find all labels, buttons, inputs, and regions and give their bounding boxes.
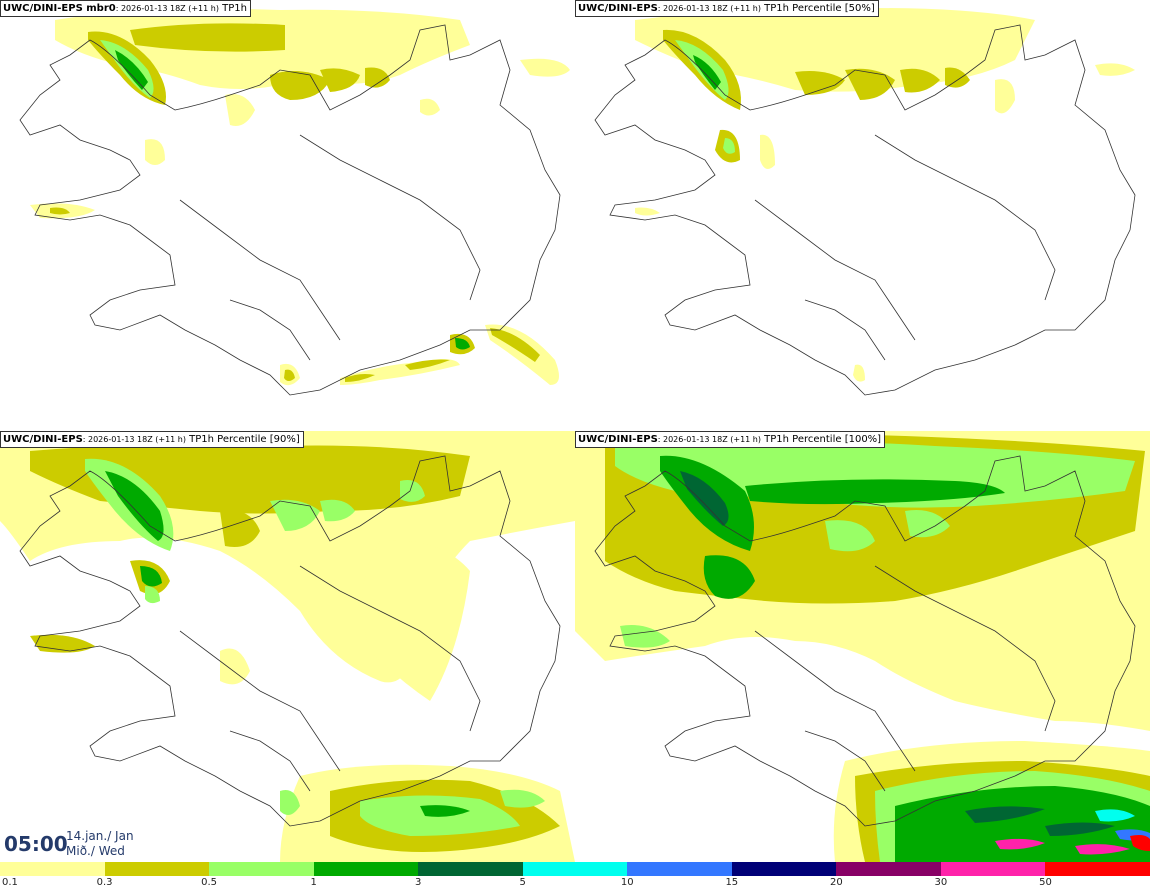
model-label: UWC/DINI-EPS — [3, 434, 83, 445]
colorbar-segment — [1045, 862, 1150, 876]
precip-field — [30, 8, 570, 386]
coastline-iceland — [594, 24, 1136, 396]
colorbar-tick-label: 10 — [620, 877, 634, 888]
run-date: : 2026-01-13 18Z (+11 h) — [657, 4, 761, 13]
precip-field — [0, 431, 575, 862]
colorbar-tick-label: 20 — [829, 877, 843, 888]
colorbar-tick-label: 3 — [414, 877, 422, 888]
colorbar-segment — [209, 862, 314, 876]
colorbar-tick-label: 0.5 — [201, 877, 218, 888]
model-label: UWC/DINI-EPS mbr0 — [3, 3, 116, 14]
precip-field — [635, 7, 1135, 382]
coastline-iceland — [594, 455, 1136, 827]
valid-time-box: 05:00 14.jan./ Jan Mið./ Wed — [0, 824, 138, 862]
panel-title-mbr0: UWC/DINI-EPS mbr0: 2026-01-13 18Z (+11 h… — [0, 0, 251, 17]
colorbar-segment — [522, 862, 628, 876]
field-label: TP1h Percentile [100%] — [760, 434, 882, 445]
colorbar-segment — [104, 862, 210, 876]
field-label: TP1h Percentile [50%] — [760, 3, 875, 14]
map-panel-p90: UWC/DINI-EPS: 2026-01-13 18Z (+11 h) TP1… — [0, 431, 575, 862]
precip-map-p50 — [594, 7, 1136, 396]
colorbar-segment — [0, 862, 105, 876]
colorbar-segment — [627, 862, 732, 876]
coastline-iceland — [19, 455, 561, 827]
panel-title-p50: UWC/DINI-EPS: 2026-01-13 18Z (+11 h) TP1… — [575, 0, 879, 17]
valid-date-line1: 14.jan./ Jan — [66, 829, 134, 843]
field-label: TP1h — [218, 3, 247, 14]
precip-colorbar — [0, 862, 1150, 876]
precip-field — [575, 431, 1150, 862]
coastline-iceland — [19, 24, 561, 396]
colorbar-tick-label: 30 — [934, 877, 948, 888]
colorbar-tick-label: 5 — [519, 877, 526, 888]
valid-time-hour: 05:00 — [4, 832, 68, 856]
colorbar-segment — [940, 862, 1046, 876]
run-date: : 2026-01-13 18Z (+11 h) — [657, 435, 761, 444]
field-label: TP1h Percentile [90%] — [185, 434, 300, 445]
colorbar-tick-label: 1 — [310, 877, 317, 888]
precip-map-p100 — [575, 431, 1150, 862]
model-label: UWC/DINI-EPS — [578, 434, 658, 445]
precip-map-p90 — [0, 431, 575, 862]
valid-date-line2: Mið./ Wed — [66, 844, 125, 858]
map-panel-p100: UWC/DINI-EPS: 2026-01-13 18Z (+11 h) TP1… — [575, 431, 1150, 862]
colorbar-tick-label: 50 — [1039, 877, 1052, 888]
valid-time-date: 14.jan./ Jan Mið./ Wed — [66, 829, 134, 859]
run-date: : 2026-01-13 18Z (+11 h) — [82, 435, 186, 444]
panel-title-p100: UWC/DINI-EPS: 2026-01-13 18Z (+11 h) TP1… — [575, 431, 886, 448]
colorbar-tick-label: 0.1 — [2, 877, 18, 888]
model-label: UWC/DINI-EPS — [578, 3, 658, 14]
colorbar-tick-label: 15 — [725, 877, 739, 888]
run-date: : 2026-01-13 18Z (+11 h) — [115, 4, 219, 13]
colorbar-tick-label: 0.3 — [96, 877, 113, 888]
colorbar-labels: 0.1 0.3 0.5 1 3 5 10 15 20 30 50 — [0, 877, 1150, 891]
map-panel-mbr0: UWC/DINI-EPS mbr0: 2026-01-13 18Z (+11 h… — [0, 0, 575, 431]
colorbar-segment — [731, 862, 837, 876]
map-panel-p50: UWC/DINI-EPS: 2026-01-13 18Z (+11 h) TP1… — [575, 0, 1150, 431]
panel-title-p90: UWC/DINI-EPS: 2026-01-13 18Z (+11 h) TP1… — [0, 431, 304, 448]
colorbar-segment — [313, 862, 419, 876]
precip-map-mbr0 — [19, 8, 570, 396]
colorbar-segment — [418, 862, 523, 876]
colorbar-segment — [836, 862, 941, 876]
